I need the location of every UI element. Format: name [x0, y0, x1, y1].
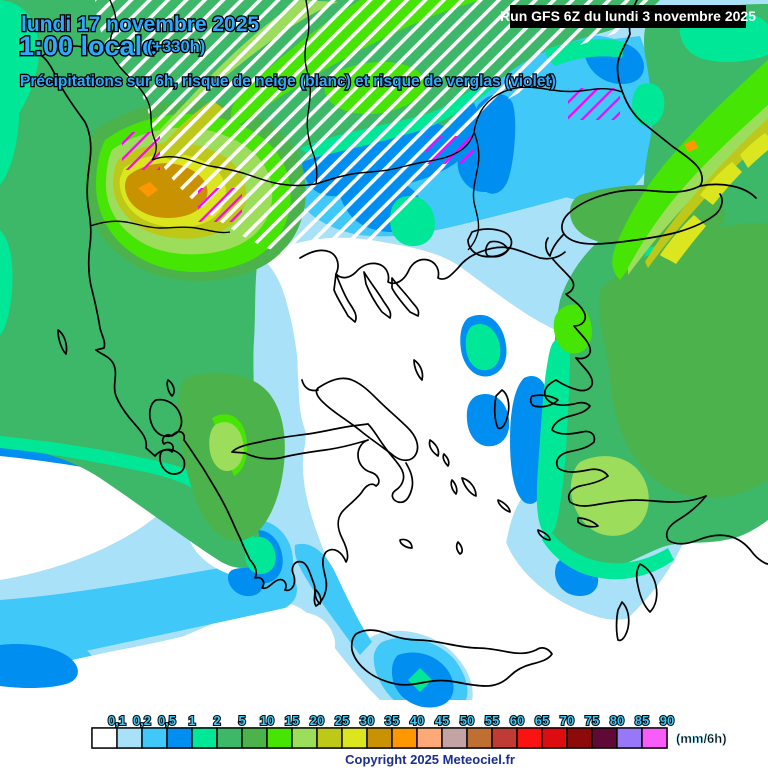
svg-text:lundi 17 novembre 2025: lundi 17 novembre 2025: [21, 13, 259, 36]
svg-text:35: 35: [385, 713, 399, 728]
svg-text:(mm/6h): (mm/6h): [676, 731, 727, 746]
svg-text:85: 85: [635, 713, 649, 728]
svg-text:15: 15: [285, 713, 299, 728]
svg-text:1:00 locale: 1:00 locale: [19, 31, 157, 61]
svg-text:5: 5: [238, 713, 245, 728]
svg-text:55: 55: [485, 713, 499, 728]
svg-text:Copyright 2025 Meteociel.fr: Copyright 2025 Meteociel.fr: [345, 752, 515, 767]
svg-text:20: 20: [310, 713, 324, 728]
svg-text:0,5: 0,5: [158, 713, 176, 728]
svg-text:80: 80: [610, 713, 624, 728]
svg-text:0,1: 0,1: [108, 713, 126, 728]
svg-text:(+330h): (+330h): [147, 38, 205, 56]
svg-text:45: 45: [435, 713, 449, 728]
svg-text:10: 10: [260, 713, 274, 728]
svg-text:0,2: 0,2: [133, 713, 151, 728]
svg-text:60: 60: [510, 713, 524, 728]
svg-text:75: 75: [585, 713, 599, 728]
svg-text:Run GFS 6Z du lundi 3 novembre: Run GFS 6Z du lundi 3 novembre 2025: [500, 8, 756, 24]
svg-text:90: 90: [660, 713, 674, 728]
svg-text:Précipitations sur 6h, risque: Précipitations sur 6h, risque de neige (…: [20, 73, 556, 90]
svg-text:70: 70: [560, 713, 574, 728]
svg-text:50: 50: [460, 713, 474, 728]
svg-text:1: 1: [188, 713, 195, 728]
svg-text:30: 30: [360, 713, 374, 728]
svg-text:2: 2: [213, 713, 220, 728]
svg-text:40: 40: [410, 713, 424, 728]
svg-text:65: 65: [535, 713, 549, 728]
svg-text:25: 25: [335, 713, 349, 728]
